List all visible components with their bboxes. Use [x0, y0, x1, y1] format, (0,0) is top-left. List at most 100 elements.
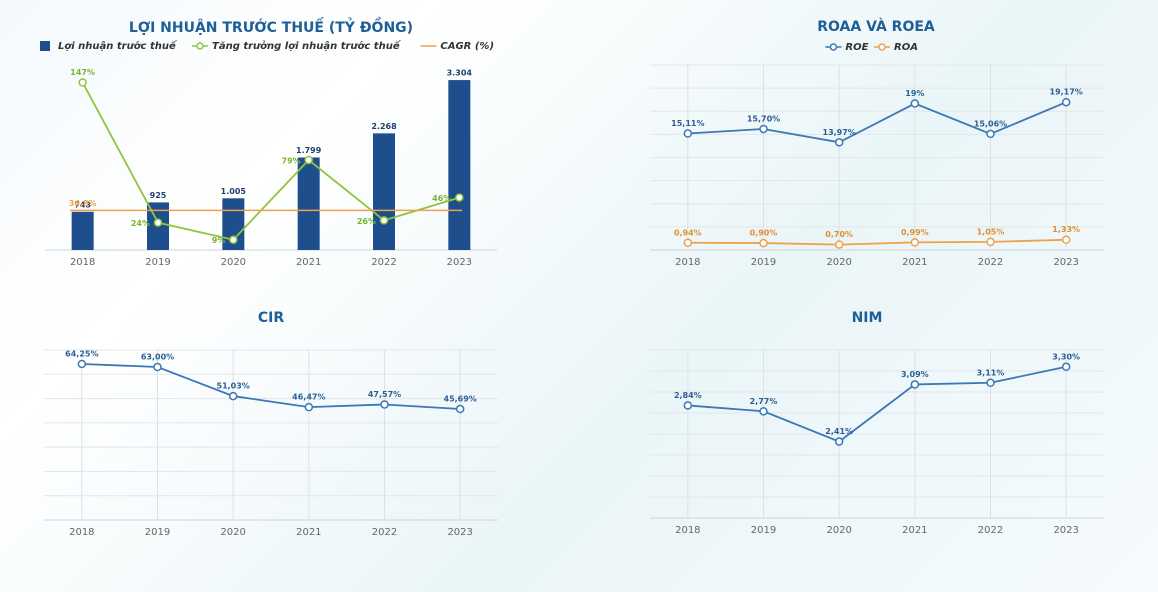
- x-tick-label: 2020: [826, 257, 851, 268]
- legend-label: Tăng trưởng lợi nhuận trước thuế: [212, 39, 402, 52]
- legend-swatch: [40, 41, 50, 51]
- legend-label: ROA: [894, 42, 918, 53]
- point: [910, 99, 920, 108]
- chart-title: ROAA VÀ ROEA: [817, 18, 935, 35]
- bar: [448, 80, 471, 250]
- legend-label: CAGR (%): [440, 41, 494, 52]
- legend-marker: [878, 43, 886, 51]
- point: [78, 78, 87, 87]
- point-value-label: 1,05%: [977, 227, 1005, 236]
- point: [910, 380, 920, 389]
- x-tick-label: 2023: [1053, 525, 1078, 536]
- point: [153, 362, 162, 372]
- bar: [222, 198, 245, 250]
- legend-label: Lợi nhuận trước thuế: [58, 39, 178, 52]
- x-tick-label: 2022: [371, 257, 396, 268]
- point: [759, 238, 768, 248]
- x-tick-label: 2023: [447, 527, 472, 538]
- point-value-label: 0,90%: [750, 229, 778, 238]
- x-tick-label: 2019: [751, 525, 776, 536]
- point-value-label: 46,47%: [292, 393, 325, 402]
- point: [910, 238, 920, 247]
- point: [1061, 97, 1071, 107]
- x-tick-label: 2022: [978, 257, 1003, 268]
- point-value-label: 13,97%: [823, 128, 856, 137]
- bar-value-label: 1.799: [296, 146, 322, 155]
- chart-title: LỢI NHUẬN TRƯỚC THUẾ (TỶ ĐỒNG): [129, 17, 413, 36]
- point-value-label: 15,11%: [671, 119, 704, 128]
- point-value-label: 2,84%: [674, 391, 702, 400]
- point: [683, 401, 693, 410]
- point-value-label: 51,03%: [217, 382, 250, 391]
- point: [455, 404, 465, 414]
- bar: [297, 157, 320, 250]
- x-tick-label: 2022: [978, 525, 1003, 536]
- point-value-label: 0,94%: [674, 228, 702, 237]
- point: [229, 235, 238, 244]
- bar-value-label: 1.005: [221, 187, 247, 196]
- point: [986, 129, 995, 139]
- x-tick-label: 2020: [826, 525, 851, 536]
- x-tick-label: 2019: [145, 527, 170, 538]
- point-value-label: 2,41%: [825, 427, 853, 436]
- point: [77, 359, 87, 369]
- point: [759, 124, 768, 134]
- point-value-label: 15,70%: [747, 114, 780, 123]
- point: [834, 138, 844, 147]
- point-value-label: 26%: [357, 217, 376, 226]
- point-value-label: 24%: [131, 219, 150, 228]
- x-tick-label: 2019: [751, 257, 776, 268]
- line: [687, 238, 1067, 246]
- line: [687, 365, 1067, 443]
- x-tick-label: 2021: [902, 525, 927, 536]
- point: [759, 407, 768, 416]
- line: [687, 101, 1067, 144]
- point: [304, 402, 314, 412]
- point: [986, 237, 995, 247]
- point-value-label: 64,25%: [65, 349, 98, 358]
- point-value-label: 19,17%: [1050, 88, 1083, 97]
- point: [304, 155, 313, 165]
- bar: [71, 211, 94, 250]
- point: [379, 216, 389, 225]
- point-value-label: 45,69%: [444, 395, 477, 404]
- point-value-label: 46%: [432, 194, 451, 203]
- chart-title: NIM: [852, 310, 883, 326]
- point-value-label: 79%: [282, 157, 301, 166]
- bar-value-label: 2.268: [371, 122, 397, 131]
- point: [834, 240, 844, 249]
- point-value-label: 63,00%: [141, 353, 174, 362]
- point-value-label: 0,99%: [901, 228, 929, 237]
- legend-label: ROE: [845, 42, 868, 53]
- point: [683, 238, 693, 248]
- line: [81, 82, 460, 241]
- point-value-label: 3,30%: [1052, 352, 1080, 361]
- point-value-label: 2,77%: [750, 397, 778, 406]
- point-value-label: 19%: [905, 89, 924, 98]
- bar-value-label: 3.304: [447, 69, 473, 78]
- x-tick-label: 2020: [221, 257, 246, 268]
- x-tick-label: 2022: [372, 527, 397, 538]
- x-tick-label: 2021: [296, 527, 321, 538]
- x-tick-label: 2020: [220, 527, 245, 538]
- x-tick-label: 2023: [447, 257, 472, 268]
- legend-marker: [829, 43, 838, 51]
- x-tick-label: 2018: [675, 257, 700, 268]
- x-tick-label: 2023: [1053, 257, 1078, 268]
- point-value-label: 3,09%: [901, 370, 929, 379]
- point-value-label: 0,70%: [825, 230, 853, 239]
- cagr-label: 34,8%: [69, 199, 97, 208]
- point: [1061, 235, 1071, 244]
- point: [1061, 362, 1071, 372]
- point-value-label: 15,06%: [974, 119, 1007, 128]
- point: [455, 193, 464, 202]
- point-value-label: 147%: [70, 68, 95, 77]
- bar-value-label: 925: [150, 191, 167, 200]
- legend-marker: [196, 42, 204, 50]
- point-value-label: 9%: [212, 236, 226, 245]
- x-tick-label: 2021: [902, 257, 927, 268]
- point: [380, 400, 389, 409]
- line: [81, 363, 461, 410]
- x-tick-label: 2021: [296, 257, 321, 268]
- x-tick-label: 2019: [145, 257, 170, 268]
